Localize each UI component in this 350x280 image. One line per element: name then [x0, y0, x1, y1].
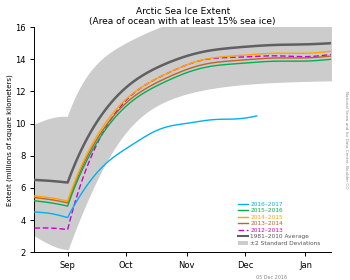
Y-axis label: Extent (millions of square kilometers): Extent (millions of square kilometers)	[7, 74, 13, 206]
Text: 05 Dec 2016: 05 Dec 2016	[256, 275, 287, 280]
Text: National Snow and Ice Data Center, Boulder CO: National Snow and Ice Data Center, Bould…	[344, 91, 348, 189]
Title: Arctic Sea Ice Extent
(Area of ocean with at least 15% sea ice): Arctic Sea Ice Extent (Area of ocean wit…	[89, 7, 276, 26]
Legend: 2016–2017, 2015–2016, 2014–2015, 2013–2014, 2012–2013, 1981–2010 Average, ±2 Sta: 2016–2017, 2015–2016, 2014–2015, 2013–20…	[236, 200, 322, 247]
